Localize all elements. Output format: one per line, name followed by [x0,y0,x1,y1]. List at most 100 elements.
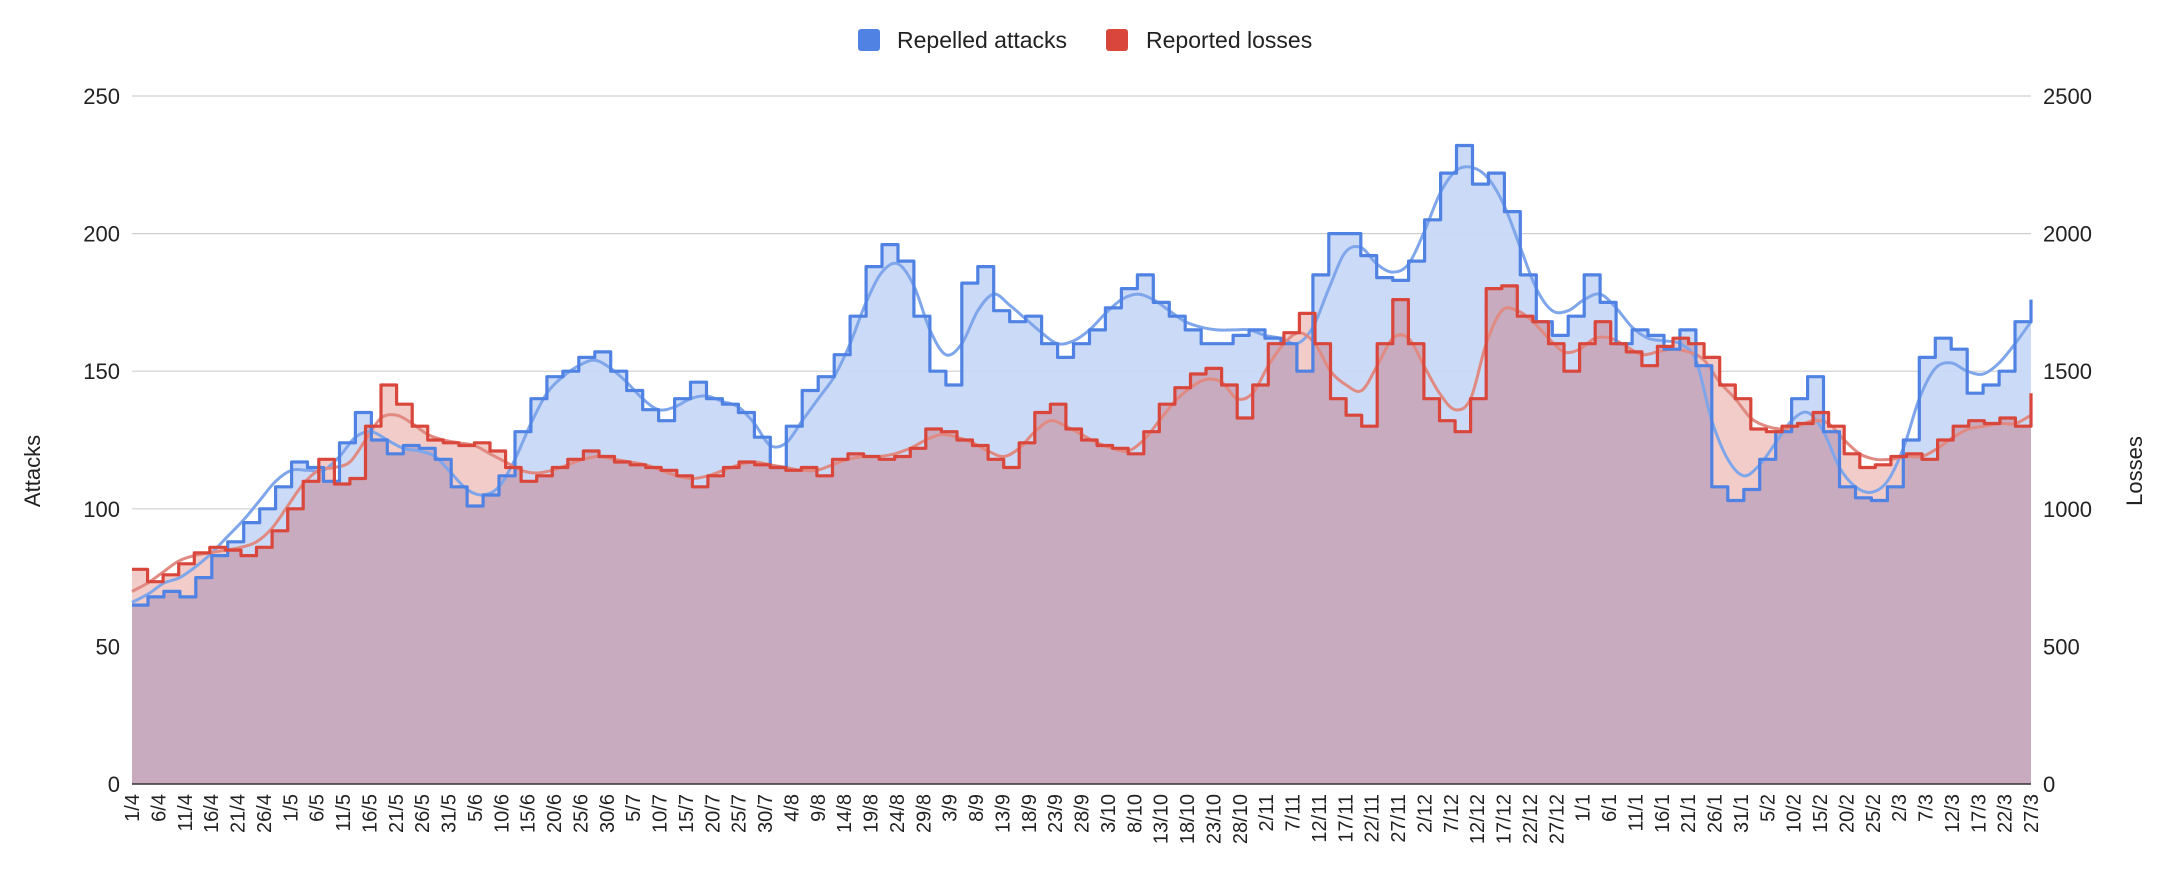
x-tick-label: 17/3 [1968,794,1990,833]
x-tick-label: 27/11 [1388,794,1410,843]
x-tick-label: 20/6 [544,794,566,833]
x-tick-label: 2/12 [1414,794,1436,833]
x-tick-label: 24/8 [887,794,909,833]
x-tick-label: 28/9 [1072,794,1094,833]
x-tick-label: 25/2 [1863,794,1885,833]
x-tick-label: 20/2 [1836,794,1858,833]
x-tick-label: 17/12 [1494,794,1516,844]
y-left-tick-label: 100 [83,497,120,522]
x-tick-label: 12/3 [1942,794,1964,833]
x-tick-label: 16/1 [1652,794,1674,833]
x-tick-label: 3/10 [1098,794,1120,833]
x-tick-label: 9/8 [808,794,830,822]
x-tick-label: 11/1 [1625,794,1647,831]
x-tick-label: 7/11 [1283,794,1305,831]
legend-item-reported-losses[interactable]: Reported losses [1106,27,1312,53]
line-repelled-attacks [132,143,2033,607]
x-tick-label: 26/1 [1705,794,1727,833]
x-tick-label: 15/6 [518,794,540,833]
x-tick-label: 15/7 [676,794,698,833]
y-right-tick-label: 2000 [2043,222,2092,247]
legend-item-repelled-attacks[interactable]: Repelled attacks [858,27,1067,53]
y-left-tick-label: 250 [83,84,120,109]
x-tick-label: 8/9 [966,794,988,822]
y-left-tick-label: 0 [108,772,120,797]
x-tick-label: 3/9 [940,794,962,822]
x-tick-label: 22/12 [1520,794,1542,844]
x-tick-label: 10/6 [491,794,513,833]
x-tick-label: 13/9 [992,794,1014,833]
x-tick-label: 26/4 [254,794,276,833]
x-tick-label: 6/4 [148,794,170,822]
x-tick-label: 22/11 [1362,794,1384,843]
x-tick-label: 19/8 [861,794,883,833]
x-tick-label: 7/12 [1441,794,1463,833]
x-tick-label: 23/10 [1203,794,1225,844]
y-right-tick-label: 500 [2043,634,2080,659]
x-tick-label: 25/7 [729,794,751,833]
x-tick-label: 1/5 [280,794,302,822]
x-tick-label: 6/5 [307,794,329,822]
y-axis-right-title: Losses [2122,436,2147,506]
x-tick-label: 1/4 [122,794,144,822]
x-tick-label: 10/7 [650,794,672,833]
x-tick-label: 4/8 [781,794,803,822]
x-tick-label: 12/12 [1467,794,1489,844]
x-tick-label: 10/2 [1784,794,1806,833]
area-layer [132,145,2031,784]
x-tick-label: 31/5 [439,794,461,833]
area-overlap [132,285,2031,784]
x-tick-label: 23/9 [1045,794,1067,833]
x-tick-label: 21/5 [386,794,408,833]
x-tick-label: 16/4 [201,794,223,833]
x-tick-label: 21/4 [228,794,250,833]
x-tick-label: 14/8 [834,794,856,833]
x-tick-label: 7/3 [1916,794,1938,822]
y-left-tick-label: 150 [83,359,120,384]
x-tick-label: 30/7 [755,794,777,833]
x-tick-label: 29/8 [913,794,935,833]
x-tick-label: 21/1 [1678,794,1700,833]
y-right-tick-label: 0 [2043,772,2055,797]
legend-label-repelled-attacks: Repelled attacks [897,27,1067,53]
x-tick-label: 5/6 [465,794,487,822]
x-tick-label: 31/1 [1731,794,1753,833]
x-tick-label: 2/11 [1256,794,1278,831]
y-left-tick-label: 200 [83,222,120,247]
x-tick-label: 8/10 [1124,794,1146,833]
x-tick-label: 22/3 [1995,794,2017,833]
x-tick-label: 18/10 [1177,794,1199,844]
x-tick-label: 12/11 [1309,794,1331,843]
legend-label-reported-losses: Reported losses [1146,27,1312,53]
x-tick-label: 27/3 [2021,794,2043,833]
x-tick-label: 16/5 [359,794,381,833]
x-tick-label: 5/7 [623,794,645,822]
x-tick-label: 11/4 [175,794,197,831]
x-tick-label: 2/3 [1889,794,1911,822]
y-right-tick-label: 2500 [2043,84,2092,109]
y-right-tick-label: 1500 [2043,359,2092,384]
x-tick-label: 20/7 [702,794,724,833]
legend-swatch-repelled-attacks [858,29,880,51]
x-tick-label: 30/6 [597,794,619,833]
x-tick-label: 13/10 [1151,794,1173,844]
y-left-tick-label: 50 [96,634,120,659]
x-tick-label: 1/1 [1573,794,1595,822]
y-axis-left-title: Attacks [20,435,45,507]
x-tick-label: 25/6 [570,794,592,833]
x-tick-label: 26/5 [412,794,434,833]
legend: Repelled attacks Reported losses [858,27,1312,53]
x-tick-label: 11/5 [333,794,355,831]
x-tick-label: 6/1 [1599,794,1621,822]
line-layer [131,143,2033,607]
x-tick-label: 27/12 [1546,794,1568,844]
x-tick-label: 28/10 [1230,794,1252,844]
x-tick-label: 15/2 [1810,794,1832,833]
y-right-tick-label: 1000 [2043,497,2092,522]
x-tick-label: 17/11 [1335,794,1357,843]
x-tick-label: 5/2 [1757,794,1779,822]
x-tick-label: 18/9 [1019,794,1041,833]
